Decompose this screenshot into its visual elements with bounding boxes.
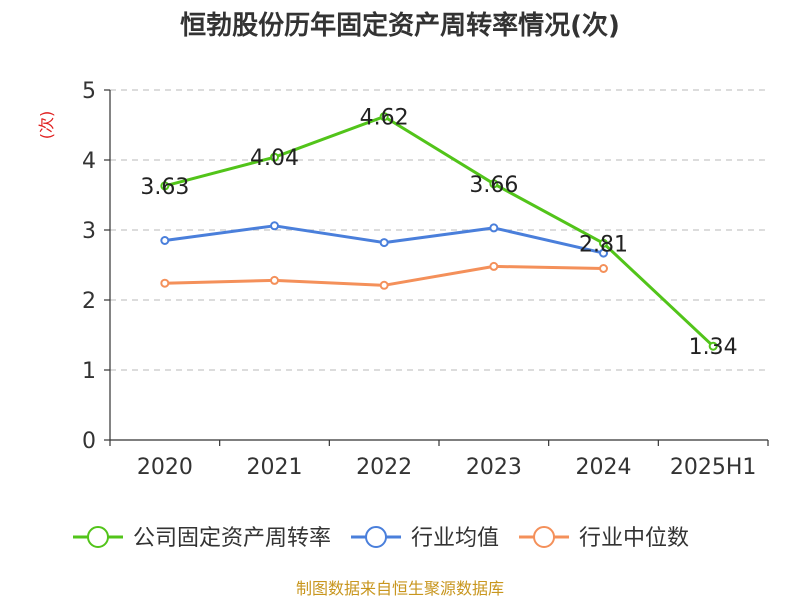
x-tick-label-2022: 2022 <box>356 455 412 480</box>
y-tick-label-2: 2 <box>82 289 96 314</box>
series-0-point-2025H1 <box>708 341 718 351</box>
series-0-point-2024 <box>599 238 608 248</box>
x-tick-label-2020: 2020 <box>137 455 193 480</box>
series-0-point-2022 <box>379 112 389 122</box>
x-tick-label-2021: 2021 <box>247 455 303 480</box>
series-2-point-2023 <box>489 261 499 271</box>
legend-label-0: 公司固定资产周转率 <box>133 526 331 551</box>
data-labels: 3.63 4.04 4.62 3.66 2.81 1.34 <box>140 106 737 361</box>
series-1-point-2021 <box>270 221 279 231</box>
source-note: 制图数据来自恒生聚源数据库 <box>296 579 504 598</box>
data-label-2022: 4.62 <box>360 106 409 131</box>
data-label-2021: 4.04 <box>250 146 299 171</box>
axes: 0 1 2 3 4 5 2020 2021 2022 2023 2024 2025H1 <box>82 79 769 480</box>
y-tick-label-1: 1 <box>82 359 96 384</box>
y-tick-label-4: 4 <box>82 149 96 174</box>
series-1-point-2023 <box>489 223 499 233</box>
series-1-point-2020 <box>160 236 170 245</box>
x-tick-label-2024: 2024 <box>576 455 632 480</box>
legend-label-2: 行业中位数 <box>579 526 689 551</box>
series-0-point-2020 <box>160 181 170 191</box>
y-tick-label-3: 3 <box>82 219 96 244</box>
x-tick-label-2025H1: 2025H1 <box>670 455 757 480</box>
data-label-2025H1: 1.34 <box>689 335 738 360</box>
legend-marker-2 <box>533 526 556 548</box>
y-axis-label: (次) <box>37 111 56 140</box>
data-label-2020: 3.63 <box>140 175 189 200</box>
legend-marker-1 <box>365 526 388 548</box>
chart-title: 恒勃股份历年固定资产周转率情况(次) <box>180 10 620 41</box>
legend: 公司固定资产周转率 行业均值 行业中位数 <box>73 526 689 551</box>
data-label-2024: 2.81 <box>579 232 628 257</box>
x-tick-label-2023: 2023 <box>466 455 522 480</box>
series-line-0 <box>164 115 715 348</box>
series-1-point-2024 <box>599 248 608 258</box>
series-2-point-2021 <box>270 275 279 285</box>
legend-marker-0 <box>87 526 109 548</box>
series-0-point-2021 <box>270 152 279 162</box>
series-2-point-2024 <box>599 264 608 273</box>
series-1-point-2022 <box>379 238 389 248</box>
data-label-2023: 3.66 <box>469 173 518 198</box>
series-2-point-2022 <box>379 280 389 290</box>
legend-label-1: 行业均值 <box>411 526 499 551</box>
y-tick-label-0: 0 <box>82 429 96 454</box>
series-0-point-2023 <box>489 179 499 189</box>
y-tick-label-5: 5 <box>82 79 96 104</box>
gridlines <box>110 89 768 371</box>
series-2-point-2020 <box>160 278 170 288</box>
series-lines <box>160 112 718 351</box>
